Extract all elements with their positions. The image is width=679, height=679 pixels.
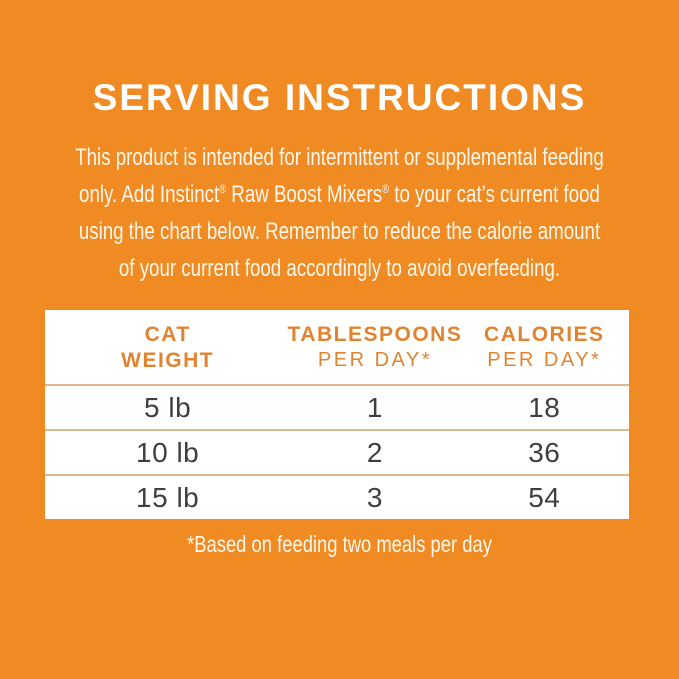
- header-label-line1: TABLESPOONS: [287, 322, 463, 346]
- cell-calories: 54: [528, 481, 561, 513]
- paragraph-line: of your current food accordingly to avoi…: [118, 255, 561, 282]
- cell-tablespoons: 2: [366, 436, 383, 468]
- cell-tablespoons: 3: [366, 481, 383, 513]
- page-title: SERVING INSTRUCTIONS: [92, 77, 587, 118]
- header-cell-calories: CALORIES PER DAY*: [460, 310, 629, 384]
- header-label-line2: PER DAY*: [317, 348, 432, 371]
- header-label-line1: CALORIES: [484, 322, 605, 346]
- cell-calories: 36: [528, 436, 561, 468]
- cell-calories: 18: [528, 391, 561, 423]
- header-label-line1: CAT: [144, 322, 191, 346]
- paragraph-line: This product is intended for intermitten…: [75, 144, 604, 171]
- paragraph-line: only. Add Instinct® Raw Boost Mixers® to…: [79, 181, 600, 208]
- header-label-line2: WEIGHT: [121, 348, 215, 372]
- header-label-line2: PER DAY*: [487, 348, 602, 371]
- footnote: *Based on feeding two meals per day: [187, 531, 492, 557]
- table-row: 15 lb 3 54: [45, 474, 629, 519]
- header-cell-tablespoons: TABLESPOONS PER DAY*: [288, 310, 461, 384]
- cell-tablespoons: 1: [366, 391, 383, 423]
- paragraph-line: using the chart below. Remember to reduc…: [78, 218, 601, 245]
- cell-weight: 5 lb: [144, 391, 192, 423]
- table-row: 5 lb 1 18: [45, 384, 629, 429]
- intro-paragraph: This product is intended for intermitten…: [0, 139, 679, 287]
- header-cell-cat-weight: CAT WEIGHT: [45, 310, 290, 384]
- table-header-row: CAT WEIGHT TABLESPOONS PER DAY* CALORIES…: [45, 310, 629, 384]
- cell-weight: 10 lb: [136, 436, 200, 468]
- table-row: 10 lb 2 36: [45, 429, 629, 474]
- serving-table: CAT WEIGHT TABLESPOONS PER DAY* CALORIES…: [45, 310, 629, 519]
- cell-weight: 15 lb: [136, 481, 200, 513]
